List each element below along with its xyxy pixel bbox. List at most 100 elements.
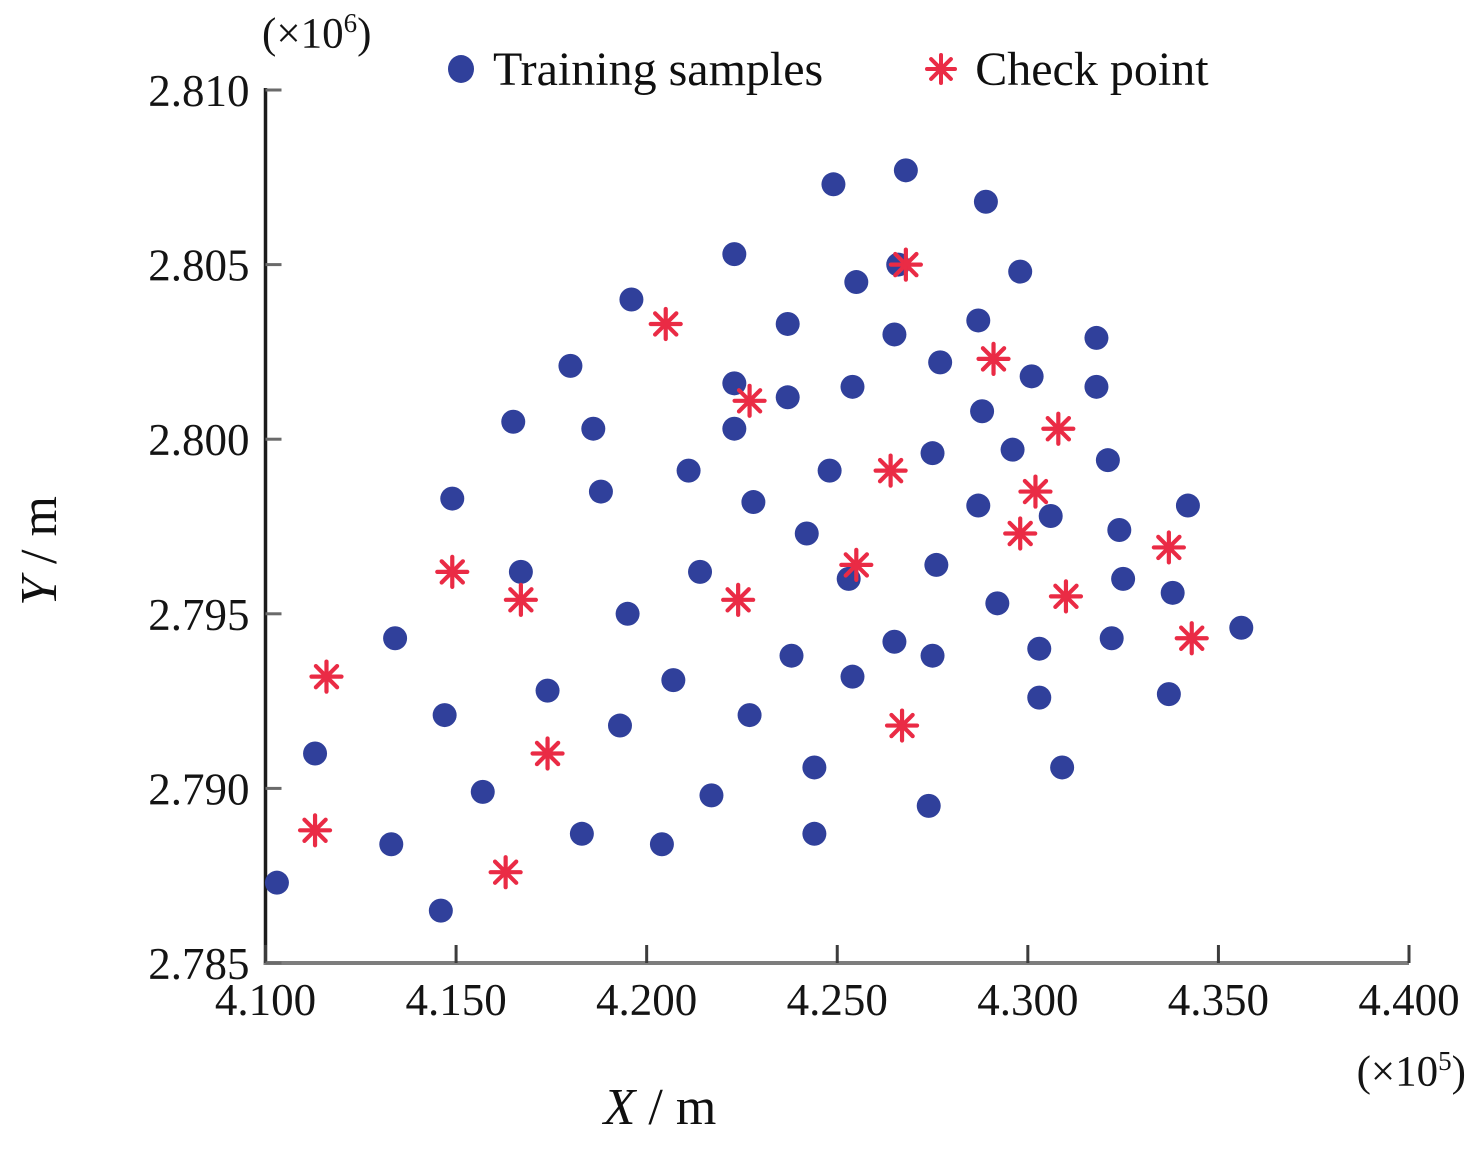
training-sample-point: [821, 172, 846, 197]
training-sample-point: [893, 158, 918, 183]
y-tick-label: 2.795: [148, 590, 249, 640]
training-sample-point: [303, 741, 328, 766]
training-sample-point: [882, 629, 907, 654]
training-sample-point: [558, 353, 583, 378]
training-sample-point: [661, 668, 686, 693]
check-point-spoke: [725, 587, 751, 613]
training-sample-point: [794, 521, 819, 546]
training-sample-point: [973, 189, 998, 214]
training-sample-point: [588, 479, 613, 504]
training-sample-point: [569, 821, 594, 846]
check-point-marker: [976, 341, 1011, 376]
check-point-spoke: [492, 859, 519, 885]
training-sample-point: [920, 441, 945, 466]
check-point-marker: [297, 813, 333, 848]
training-sample-point: [775, 311, 800, 336]
check-point-marker: [1018, 474, 1053, 509]
y-axis-variable: Y: [11, 577, 68, 606]
training-sample-point: [432, 703, 457, 728]
x-axis-variable: X: [603, 1079, 636, 1136]
x-tick-label: 4.150: [405, 975, 506, 1025]
training-sample-point: [840, 664, 865, 689]
training-sample-point: [1156, 682, 1181, 707]
training-sample-point: [970, 399, 995, 424]
training-sample-point: [619, 287, 644, 312]
check-point-spoke: [1022, 478, 1049, 505]
training-sample-point: [615, 601, 640, 626]
y-tick-label: 2.790: [148, 764, 249, 814]
check-point-asterisk-icon: [925, 53, 958, 85]
training-samples-dot-icon: [448, 55, 474, 83]
training-sample-point: [1027, 636, 1052, 661]
training-sample-point: [1038, 504, 1063, 529]
training-sample-point: [508, 559, 533, 584]
training-sample-point: [649, 832, 674, 857]
check-point-spoke: [653, 311, 679, 337]
check-point-marker: [839, 547, 874, 583]
check-point-spoke: [439, 559, 465, 585]
legend-label-training-samples: Training samples: [493, 42, 824, 96]
training-sample-point: [722, 416, 747, 441]
training-sample-point: [501, 409, 526, 434]
training-sample-point: [1050, 755, 1075, 780]
training-sample-point: [802, 821, 827, 846]
check-point-marker: [435, 554, 470, 589]
training-sample-point: [607, 713, 632, 738]
legend-dot-marker: [448, 55, 474, 83]
x-tick-label: 4.250: [787, 975, 888, 1025]
y-tick-label: 2.810: [148, 66, 249, 116]
y-tick-label: 2.800: [148, 415, 249, 465]
training-sample-point: [985, 591, 1010, 616]
legend-item-check-point: Check point: [923, 36, 1209, 102]
training-sample-point: [1008, 259, 1033, 284]
training-sample-point: [741, 490, 766, 515]
x-axis-title: X / m: [520, 1078, 800, 1137]
training-sample-point: [737, 703, 762, 728]
check-point-marker: [488, 855, 523, 890]
legend-label-check-point: Check point: [975, 42, 1209, 96]
training-sample-point: [1160, 580, 1185, 605]
training-sample-point: [440, 486, 465, 511]
training-sample-point: [379, 832, 404, 857]
training-sample-point: [1000, 437, 1025, 462]
training-sample-point: [775, 385, 800, 410]
training-sample-point: [840, 374, 865, 399]
y-mult-close: ): [357, 10, 372, 58]
y-tick-label: 2.785: [148, 939, 249, 989]
check-point-marker: [1003, 516, 1038, 551]
training-sample-point: [817, 458, 842, 483]
check-point-marker: [1174, 621, 1209, 656]
check-point-spoke: [1045, 416, 1072, 442]
check-point-marker: [1048, 579, 1084, 614]
training-sample-point: [722, 242, 747, 267]
check-point-marker: [884, 708, 920, 743]
check-point-spoke: [1007, 520, 1033, 547]
legend: Training samples Check point: [445, 36, 1209, 102]
training-sample-point: [920, 643, 945, 668]
training-sample-point: [1111, 566, 1136, 591]
training-sample-point: [264, 870, 289, 895]
training-sample-point: [1107, 517, 1132, 542]
training-sample-point: [924, 552, 949, 577]
check-point-marker: [721, 582, 756, 617]
check-point-marker: [873, 453, 908, 488]
y-axis-multiplier: (×106): [262, 8, 371, 58]
training-sample-point: [1229, 615, 1254, 640]
training-sample-point: [802, 755, 827, 780]
training-sample-point: [1084, 325, 1109, 350]
training-sample-point: [844, 270, 869, 295]
x-axis-multiplier: (×105): [1290, 1046, 1466, 1096]
training-sample-point: [676, 458, 701, 483]
training-sample-point: [535, 678, 560, 703]
check-point-marker: [530, 736, 565, 771]
check-point-spoke: [508, 587, 534, 613]
y-mult-base: (×10: [262, 10, 344, 58]
check-point-marker: [1041, 411, 1076, 446]
check-point-spoke: [1179, 625, 1205, 651]
training-sample-point: [1095, 448, 1120, 473]
check-point-spoke: [302, 817, 328, 844]
legend-item-training-samples: Training samples: [445, 36, 823, 102]
x-axis-unit: / m: [635, 1079, 717, 1136]
